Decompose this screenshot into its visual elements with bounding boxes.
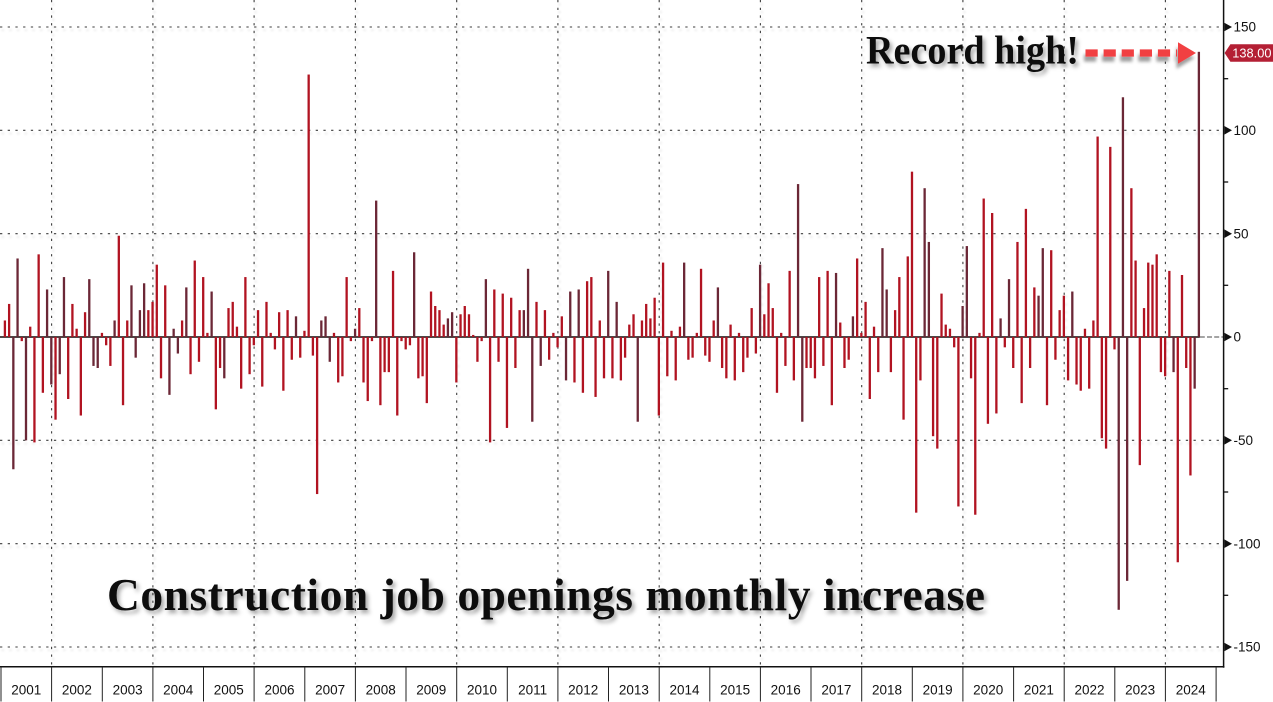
svg-text:2020: 2020 [973,683,1003,698]
svg-text:2001: 2001 [11,683,41,698]
svg-text:138.00: 138.00 [1232,46,1271,61]
svg-text:2008: 2008 [366,683,396,698]
svg-text:2003: 2003 [113,683,143,698]
svg-text:-150: -150 [1234,640,1261,655]
svg-text:-100: -100 [1234,536,1261,551]
svg-text:2005: 2005 [214,683,244,698]
svg-text:2011: 2011 [518,683,547,698]
svg-text:2006: 2006 [264,683,294,698]
svg-text:2019: 2019 [923,683,953,698]
svg-text:2017: 2017 [821,683,851,698]
svg-text:2015: 2015 [720,683,750,698]
svg-text:Record high!: Record high! [866,27,1079,72]
svg-text:150: 150 [1234,20,1257,35]
svg-text:2010: 2010 [467,683,497,698]
svg-text:100: 100 [1234,123,1257,138]
svg-text:2022: 2022 [1074,683,1104,698]
svg-text:2023: 2023 [1125,683,1155,698]
svg-text:2014: 2014 [669,683,700,698]
svg-text:0: 0 [1234,330,1242,345]
svg-text:2016: 2016 [771,683,801,698]
svg-text:2012: 2012 [568,683,598,698]
svg-text:-50: -50 [1234,433,1254,448]
svg-text:2002: 2002 [62,683,92,698]
svg-text:2007: 2007 [315,683,345,698]
svg-text:2004: 2004 [163,683,194,698]
svg-text:Construction job openings mont: Construction job openings monthly increa… [107,569,985,620]
svg-text:2013: 2013 [619,683,649,698]
svg-text:50: 50 [1234,226,1249,241]
svg-text:2021: 2021 [1024,683,1054,698]
svg-text:2018: 2018 [872,683,902,698]
svg-text:2024: 2024 [1176,683,1207,698]
svg-text:2009: 2009 [416,683,446,698]
